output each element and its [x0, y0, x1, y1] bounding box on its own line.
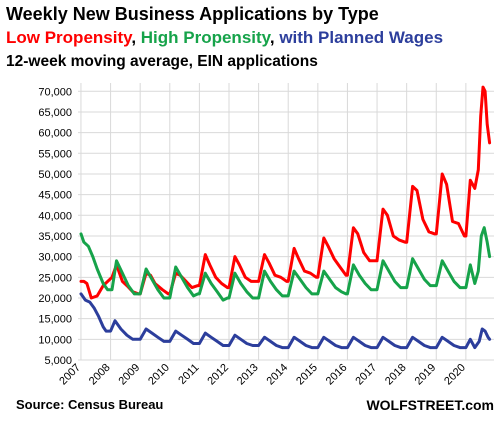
y-tick-label: 5,000	[44, 355, 72, 367]
source-note: Source: Census Bureau	[16, 397, 164, 412]
x-tick-label: 2015	[294, 362, 320, 388]
chart-subtitle: Low Propensity, High Propensity, with Pl…	[6, 28, 443, 48]
series-line-low-propensity	[79, 85, 492, 300]
chart-title: Weekly New Business Applications by Type	[6, 4, 379, 24]
x-tick-label: 2011	[176, 362, 201, 387]
y-tick-label: 10,000	[38, 334, 72, 346]
y-tick-label: 30,000	[38, 252, 72, 264]
y-tick-label: 70,000	[38, 86, 72, 98]
subtitle-separator: ,	[269, 28, 280, 47]
subtitle-separator: ,	[131, 28, 141, 47]
x-tick-label: 2020	[442, 362, 468, 388]
x-tick-label: 2008	[87, 362, 113, 388]
x-tick-label: 2016	[324, 362, 350, 388]
y-tick-label: 45,000	[38, 190, 72, 202]
y-tick-label: 55,000	[38, 148, 72, 160]
y-tick-label: 20,000	[38, 293, 72, 305]
x-tick-label: 2018	[383, 362, 409, 388]
x-tick-label: 2010	[146, 362, 172, 388]
subtitle-high-propensity: High Propensity	[140, 28, 270, 47]
y-tick-label: 40,000	[38, 210, 72, 222]
y-tick-label: 35,000	[38, 231, 72, 243]
subtitle-low-propensity: Low Propensity	[6, 28, 132, 47]
series-lines	[79, 85, 492, 350]
x-tick-label: 2012	[205, 362, 231, 388]
y-tick-label: 25,000	[38, 272, 72, 284]
subtitle-planned-wages: with Planned Wages	[279, 28, 444, 47]
y-tick-label: 50,000	[38, 169, 72, 181]
series-line-with-planned-wages	[79, 292, 492, 350]
y-tick-label: 60,000	[38, 128, 72, 140]
x-tick-label: 2014	[265, 362, 291, 388]
y-tick-label: 15,000	[38, 314, 72, 326]
x-tick-label: 2009	[117, 362, 143, 388]
x-tick-label: 2017	[353, 362, 379, 388]
x-axis-ticks: 2007 2008 2009 2010 2011 2012 2013 2014 2015 2016…	[57, 362, 468, 388]
brand-watermark: WOLFSTREET.com	[366, 397, 494, 413]
gridlines	[78, 83, 494, 361]
y-tick-label: 65,000	[38, 107, 72, 119]
series-line-high-propensity	[79, 226, 492, 302]
x-tick-label: 2013	[235, 362, 261, 388]
chart-note: 12-week moving average, EIN applications	[6, 53, 318, 70]
y-axis-ticks: 5,000 10,000 15,000 20,000 25,000 30,000 35,00…	[38, 86, 72, 367]
x-tick-label: 2019	[413, 362, 439, 388]
